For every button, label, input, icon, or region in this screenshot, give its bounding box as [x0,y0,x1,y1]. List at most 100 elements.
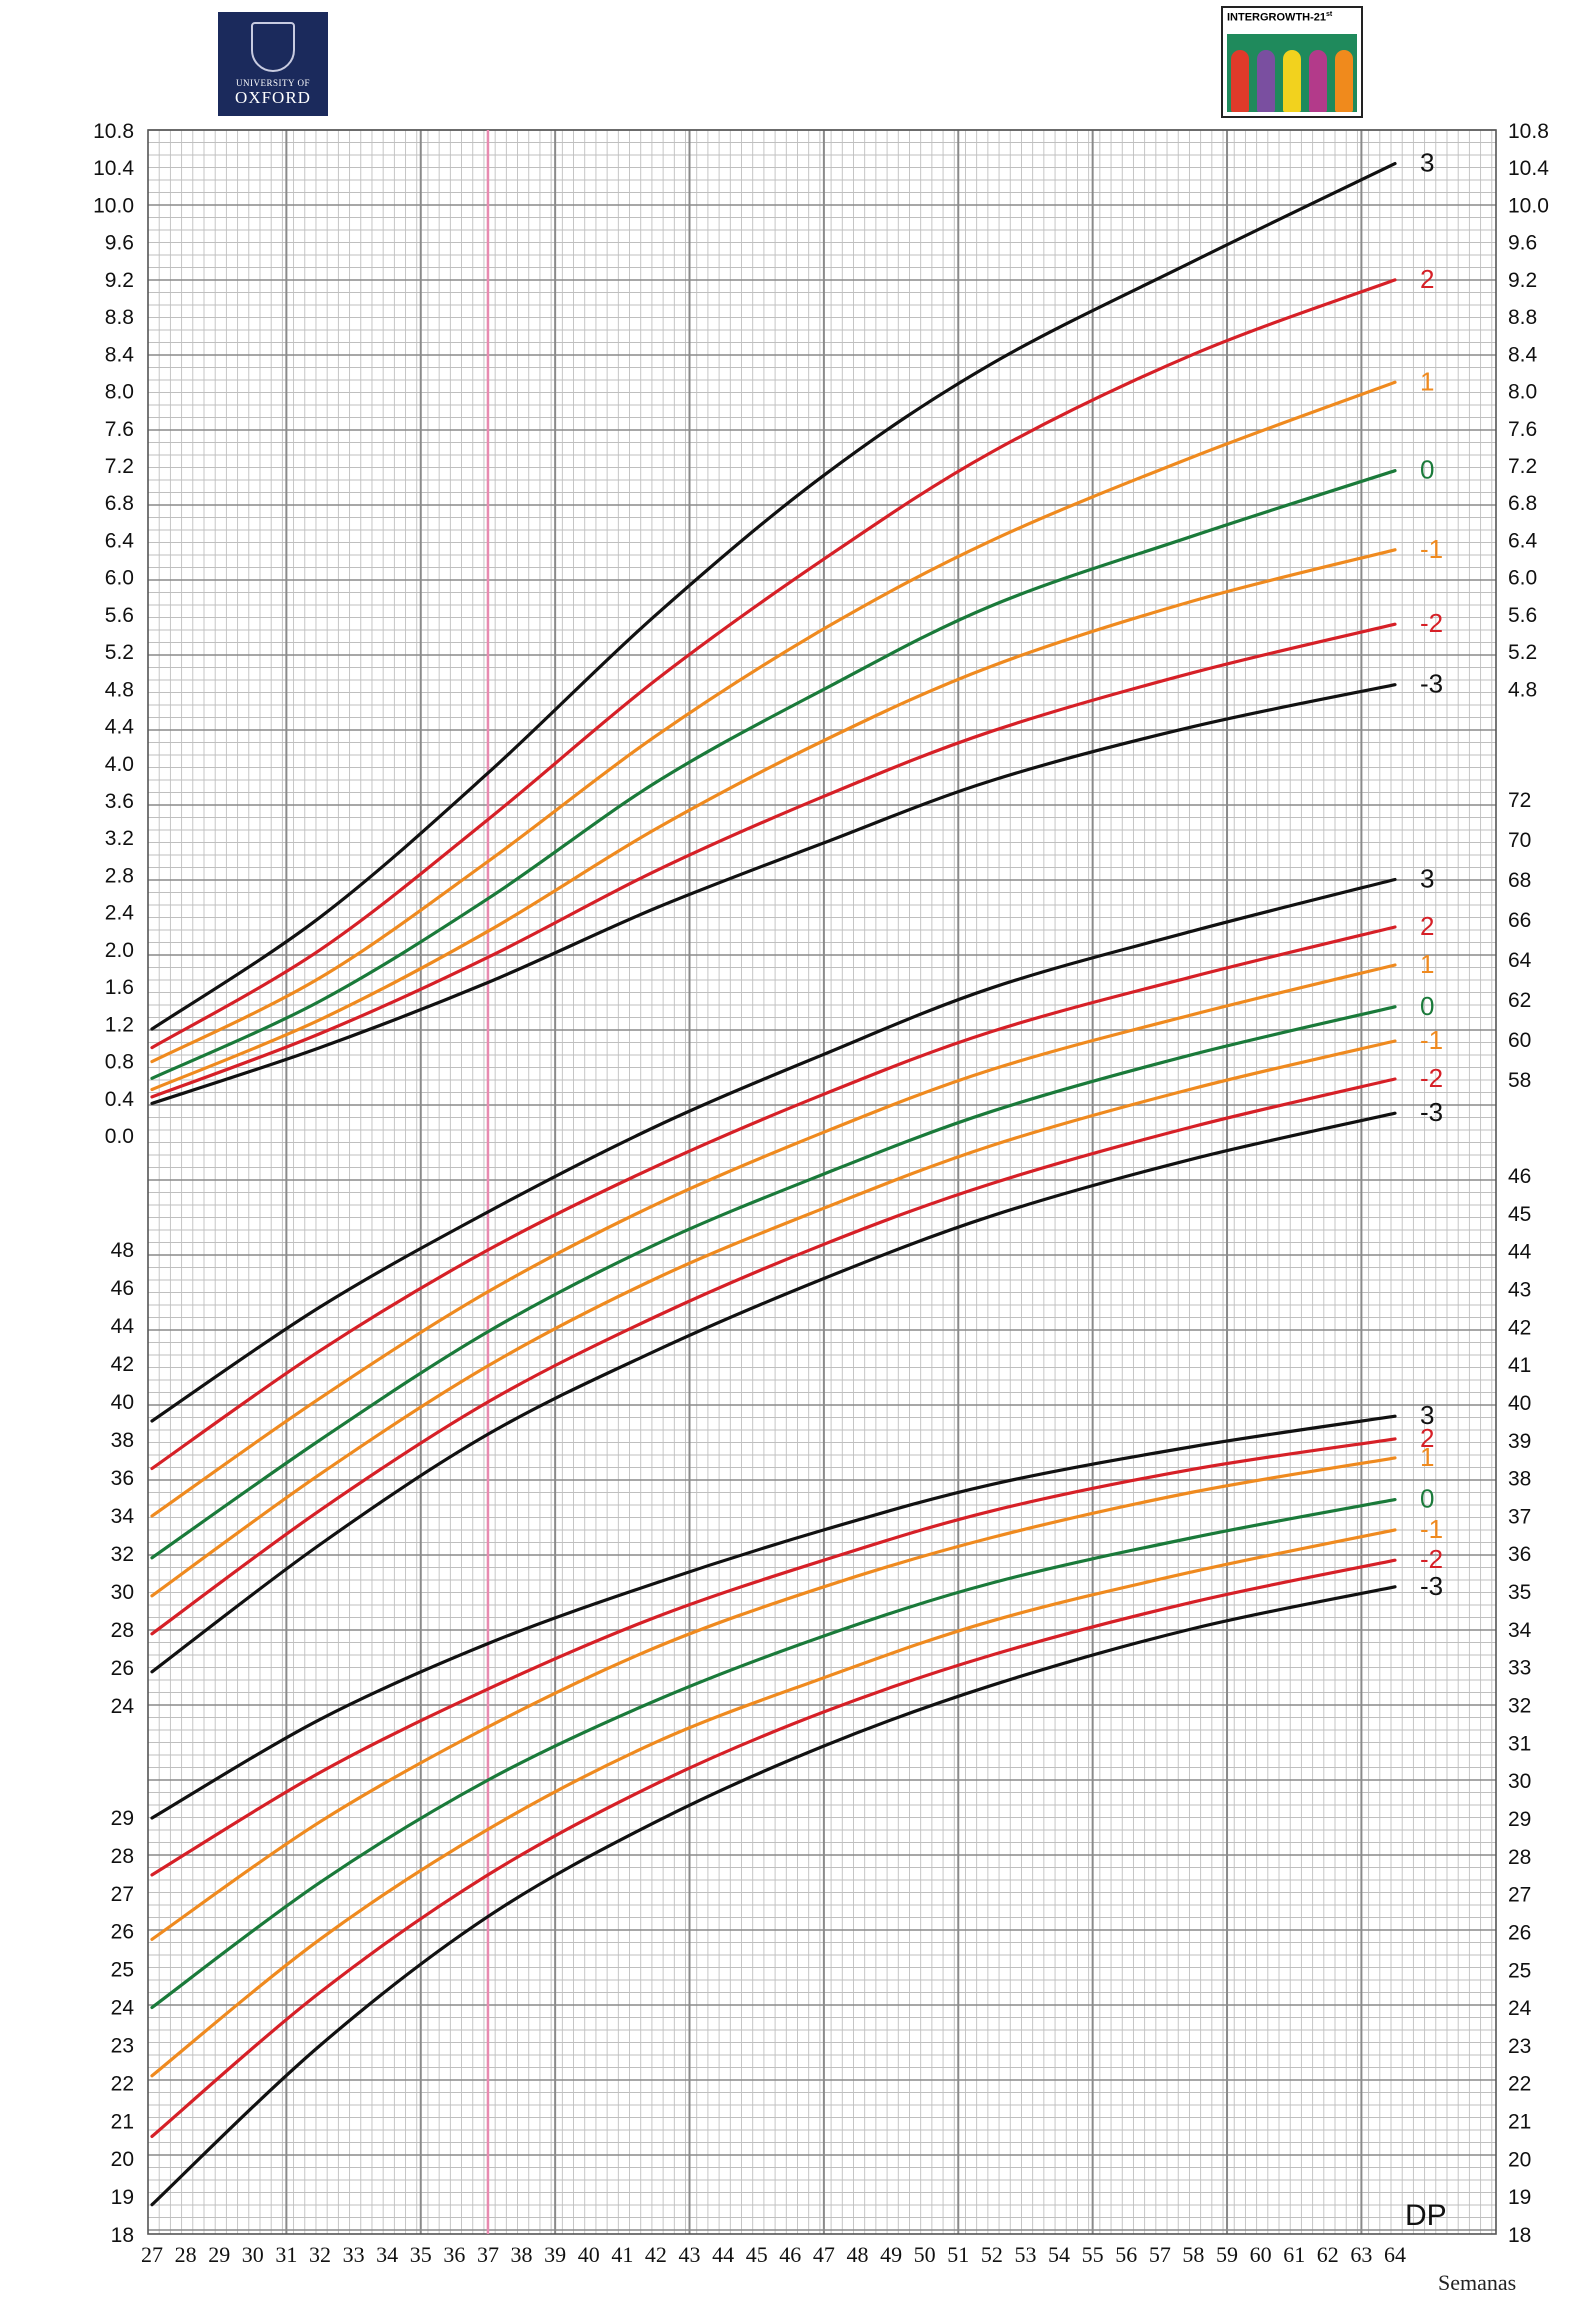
zlabel-head-z1: 1 [1420,1442,1434,1472]
zlabel-head-z-2: -2 [1420,1544,1443,1574]
x-tick-label: 61 [1283,2242,1305,2267]
left-tick-head: 21 [111,2110,134,2133]
left-tick-length: 32 [111,1543,134,1566]
right-tick-length: 66 [1508,909,1531,932]
x-tick-label: 47 [813,2242,835,2267]
curve-weight-z3 [150,162,1397,1031]
figure-magenta-icon [1309,50,1327,112]
x-tick-label: 29 [208,2242,230,2267]
left-tick-weight: 0.0 [105,1125,134,1148]
left-tick-weight: 5.6 [105,604,134,627]
left-tick-length: 24 [111,1695,135,1718]
left-tick-length: 28 [111,1619,134,1642]
right-tick-head: 25 [1508,1959,1531,1982]
right-tick-head: 46 [1508,1165,1531,1188]
right-tick-head: 29 [1508,1808,1531,1831]
right-tick-head: 40 [1508,1392,1531,1415]
left-tick-weight: 1.2 [105,1013,134,1036]
left-tick-length: 42 [111,1353,134,1376]
curves [150,162,1397,2207]
left-tick-weight: 7.2 [105,455,134,478]
zlabel-weight-z-1: -1 [1420,534,1443,564]
curve-head-z2 [150,1437,1397,1877]
left-tick-weight: 6.4 [105,529,135,552]
left-tick-weight: 7.6 [105,418,134,441]
right-tick-head: 43 [1508,1278,1531,1301]
left-tick-length: 26 [111,1657,134,1680]
left-tick-head: 25 [111,1959,134,1982]
zlabel-length-z-2: -2 [1420,1063,1443,1093]
zlabel-head-z-1: -1 [1420,1514,1443,1544]
oxford-logo-line1: UNIVERSITY OF [236,78,310,88]
right-tick-head: 44 [1508,1241,1532,1264]
right-tick-head: 21 [1508,2111,1531,2134]
figure-yellow-icon [1283,50,1301,112]
tick-labels: 27 28 29 30 31 32 33 34 35 36 37 38 39 40 41 42 43 44 45 46… [93,120,1549,2267]
zlabel-length-z-1: -1 [1420,1025,1443,1055]
zlabel-head-z0: 0 [1420,1484,1434,1514]
figure-red-icon [1231,50,1249,112]
right-tick-head: 27 [1508,1884,1531,1907]
left-tick-weight: 0.8 [105,1051,134,1074]
oxford-logo: UNIVERSITY OF OXFORD [218,12,328,116]
x-tick-label: 48 [846,2242,868,2267]
right-tick-head: 28 [1508,1846,1531,1869]
left-tick-length: 40 [111,1391,134,1414]
x-tick-label: 37 [477,2242,499,2267]
curve-length-z-2 [150,1077,1397,1636]
left-tick-head: 27 [111,1883,134,1906]
grid [147,129,1497,2235]
right-tick-head: 45 [1508,1203,1531,1226]
right-tick-weight: 5.2 [1508,641,1537,664]
x-tick-label: 33 [343,2242,365,2267]
right-tick-weight: 10.0 [1508,194,1549,217]
right-tick-head: 20 [1508,2148,1531,2171]
left-tick-length: 48 [111,1239,134,1262]
x-tick-label: 60 [1250,2242,1272,2267]
right-tick-head: 39 [1508,1430,1531,1453]
x-tick-label: 31 [275,2242,297,2267]
right-tick-head: 31 [1508,1732,1531,1755]
right-tick-head: 18 [1508,2224,1531,2247]
zlabel-length-z2: 2 [1420,911,1434,941]
curve-head-z-1 [150,1528,1397,2078]
right-tick-head: 26 [1508,1921,1531,1944]
zlabel-length-z1: 1 [1420,949,1434,979]
right-tick-head: 41 [1508,1354,1531,1377]
right-tick-length: 72 [1508,789,1531,812]
curve-weight-z-1 [150,548,1397,1092]
right-tick-head: 37 [1508,1505,1531,1528]
intergrowth-women-illustration [1227,34,1357,112]
x-tick-label: 54 [1048,2242,1070,2267]
left-tick-head: 23 [111,2034,134,2057]
left-tick-length: 44 [111,1315,135,1338]
left-tick-weight: 0.4 [105,1088,135,1111]
curve-length-z-3 [150,1111,1397,1674]
curve-length-z-1 [150,1039,1397,1598]
right-tick-weight: 6.0 [1508,567,1537,590]
left-tick-weight: 6.0 [105,567,134,590]
figure-purple-icon [1257,50,1275,112]
x-tick-label: 63 [1350,2242,1372,2267]
x-tick-label: 38 [511,2242,533,2267]
right-tick-weight: 8.8 [1508,306,1537,329]
zlabel-weight-z-3: -3 [1420,669,1443,699]
right-tick-head: 24 [1508,1997,1532,2020]
left-tick-weight: 2.4 [105,902,135,925]
figure-orange-icon [1335,50,1353,112]
left-tick-weight: 4.8 [105,678,134,701]
x-tick-label: 39 [544,2242,566,2267]
oxford-crest-icon [251,22,295,72]
corner-label-dp: DP [1405,2199,1447,2232]
left-tick-head: 18 [111,2224,134,2247]
zlabel-weight-z1: 1 [1420,366,1434,396]
left-tick-weight: 10.0 [93,194,134,217]
right-tick-length: 60 [1508,1029,1531,1052]
curve-head-z3 [150,1414,1397,1820]
left-tick-weight: 10.4 [93,157,134,180]
right-tick-weight: 5.6 [1508,604,1537,627]
right-tick-weight: 10.8 [1508,120,1549,143]
curve-length-z1 [150,963,1397,1518]
